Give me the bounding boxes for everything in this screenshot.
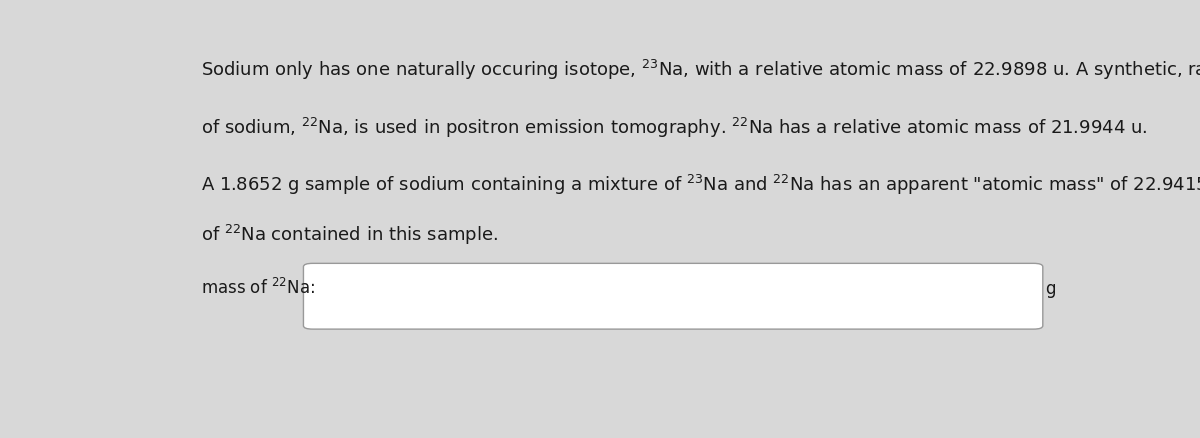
FancyBboxPatch shape <box>304 263 1043 329</box>
Text: of sodium, $\mathregular{^{22}}$Na, is used in positron emission tomography. $\m: of sodium, $\mathregular{^{22}}$Na, is u… <box>202 115 1147 139</box>
Text: mass of $\mathregular{^{22}}$Na:: mass of $\mathregular{^{22}}$Na: <box>202 278 316 298</box>
Text: of $\mathregular{^{22}}$Na contained in this sample.: of $\mathregular{^{22}}$Na contained in … <box>202 223 498 247</box>
Text: g: g <box>1045 280 1055 298</box>
Text: Sodium only has one naturally occuring isotope, $\mathregular{^{23}}$Na, with a : Sodium only has one naturally occuring i… <box>202 58 1200 82</box>
Text: A 1.8652 g sample of sodium containing a mixture of $\mathregular{^{23}}$Na and : A 1.8652 g sample of sodium containing a… <box>202 173 1200 197</box>
